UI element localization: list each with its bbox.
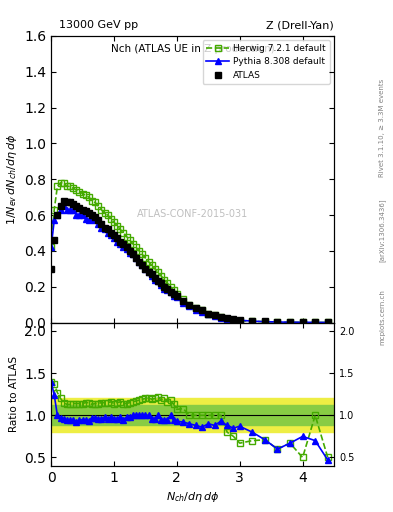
Herwig 7.2.1 default: [49, 244, 53, 250]
X-axis label: $N_{ch}/d\eta\,d\phi$: $N_{ch}/d\eta\,d\phi$: [166, 490, 219, 504]
Herwig 7.2.1 default: [193, 305, 198, 311]
Herwig 7.2.1 default: [231, 317, 236, 323]
ATLAS: [93, 214, 97, 220]
Text: 13000 GeV pp: 13000 GeV pp: [59, 20, 138, 31]
Y-axis label: $1/N_{ev}\,dN_{ch}/d\eta\,d\phi$: $1/N_{ev}\,dN_{ch}/d\eta\,d\phi$: [5, 134, 18, 225]
Text: [arXiv:1306.3436]: [arXiv:1306.3436]: [378, 199, 385, 262]
Pythia 8.308 default: [325, 319, 330, 326]
Bar: [51, 398, 334, 432]
Bar: [51, 405, 334, 425]
ATLAS: [288, 319, 292, 325]
Pythia 8.308 default: [171, 293, 176, 299]
ATLAS: [49, 266, 53, 272]
ATLAS: [231, 316, 236, 322]
ATLAS: [171, 291, 176, 297]
Legend: Herwig 7.2.1 default, Pythia 8.308 default, ATLAS: Herwig 7.2.1 default, Pythia 8.308 defau…: [203, 40, 330, 83]
Text: Z (Drell-Yan): Z (Drell-Yan): [266, 20, 334, 31]
ATLAS: [193, 305, 198, 311]
Pythia 8.308 default: [300, 319, 305, 325]
Herwig 7.2.1 default: [93, 199, 97, 205]
Y-axis label: Ratio to ATLAS: Ratio to ATLAS: [9, 356, 19, 432]
Herwig 7.2.1 default: [58, 180, 63, 186]
Text: Nch (ATLAS UE in Z production): Nch (ATLAS UE in Z production): [111, 45, 274, 54]
Line: Pythia 8.308 default: Pythia 8.308 default: [48, 203, 331, 325]
Text: Rivet 3.1.10, ≥ 3.3M events: Rivet 3.1.10, ≥ 3.3M events: [379, 79, 385, 177]
Herwig 7.2.1 default: [96, 203, 101, 209]
ATLAS: [61, 198, 66, 204]
Text: mcplots.cern.ch: mcplots.cern.ch: [379, 289, 385, 346]
Pythia 8.308 default: [96, 221, 101, 227]
Line: ATLAS: ATLAS: [48, 197, 331, 326]
Line: Herwig 7.2.1 default: Herwig 7.2.1 default: [48, 180, 331, 325]
Pythia 8.308 default: [93, 217, 97, 223]
Text: ATLAS-CONF-2015-031: ATLAS-CONF-2015-031: [137, 208, 248, 219]
Pythia 8.308 default: [193, 307, 198, 313]
Pythia 8.308 default: [49, 244, 53, 250]
Herwig 7.2.1 default: [300, 319, 305, 326]
ATLAS: [325, 319, 330, 326]
Pythia 8.308 default: [231, 316, 236, 323]
Herwig 7.2.1 default: [171, 287, 176, 293]
ATLAS: [96, 217, 101, 223]
ATLAS: [313, 319, 318, 326]
Herwig 7.2.1 default: [325, 319, 330, 326]
Pythia 8.308 default: [61, 203, 66, 209]
